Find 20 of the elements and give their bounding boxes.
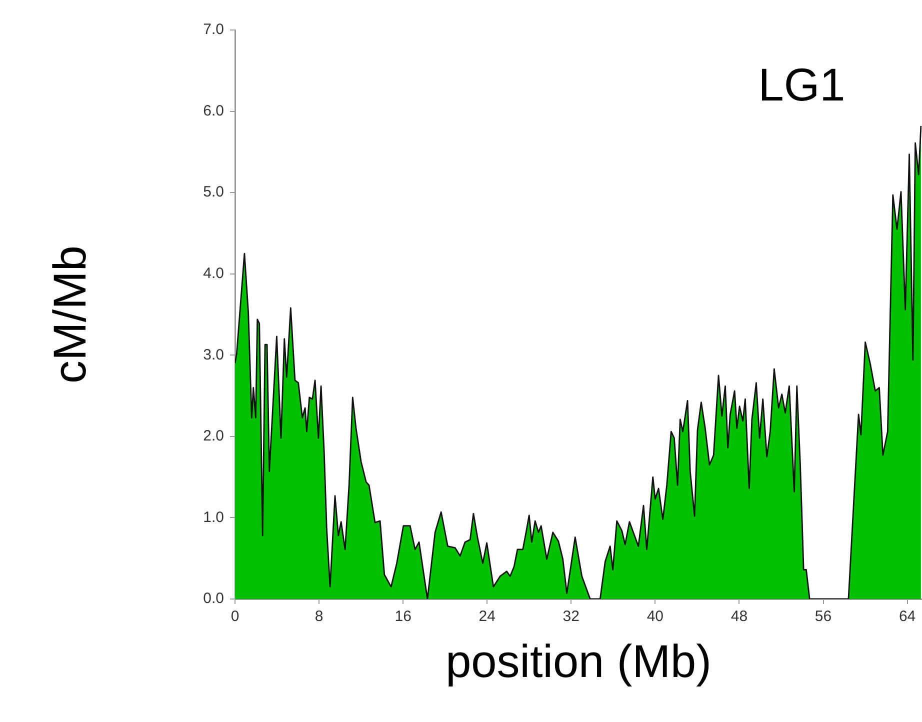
y-tick-label: 0.0 bbox=[203, 590, 224, 608]
x-tick-label: 40 bbox=[646, 608, 664, 626]
x-tick-label: 24 bbox=[478, 608, 496, 626]
y-tick-label: 4.0 bbox=[203, 265, 224, 282]
x-tick-label: 16 bbox=[394, 608, 412, 626]
y-tick-label: 5.0 bbox=[203, 184, 224, 201]
x-tick-label: 0 bbox=[230, 608, 240, 626]
x-axis-title: position (Mb) bbox=[446, 635, 712, 688]
x-tick-label: 32 bbox=[562, 608, 580, 626]
y-tick-label: 7.0 bbox=[203, 21, 224, 38]
y-tick-label: 3.0 bbox=[203, 346, 224, 364]
x-tick-label: 48 bbox=[730, 608, 748, 626]
text: LG1 bbox=[758, 58, 846, 111]
y-tick-label: 2.0 bbox=[203, 428, 224, 445]
y-tick-label: 6.0 bbox=[203, 102, 224, 120]
y-tick-label: 1.0 bbox=[203, 508, 224, 526]
x-tick-label: 56 bbox=[814, 608, 832, 626]
x-tick-label: 64 bbox=[898, 608, 916, 626]
y-axis-title: cM/Mb bbox=[43, 246, 96, 384]
x-tick-label: 8 bbox=[314, 608, 324, 626]
